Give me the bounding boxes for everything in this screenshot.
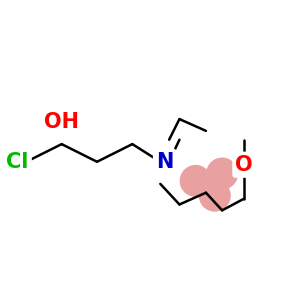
Circle shape <box>200 180 230 211</box>
Text: OH: OH <box>44 112 79 132</box>
Text: O: O <box>236 155 253 175</box>
Text: N: N <box>156 152 173 172</box>
Text: Cl: Cl <box>6 152 29 172</box>
Circle shape <box>207 158 238 189</box>
Circle shape <box>180 166 211 196</box>
